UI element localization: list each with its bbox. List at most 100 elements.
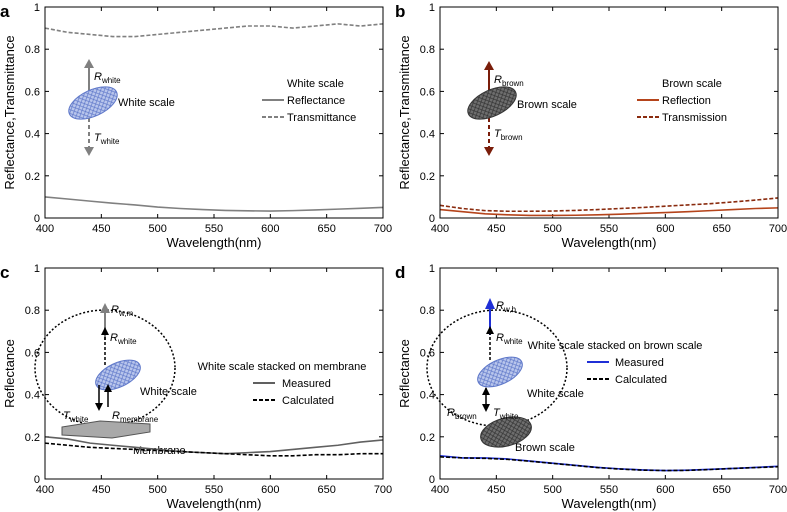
y-tick-label: 0	[429, 213, 435, 225]
legend-title: White scale	[287, 78, 344, 90]
legend-label: Measured	[615, 357, 664, 369]
annotation: Rmembrane	[112, 410, 159, 424]
illustration-c: Rw,m Rwhite White scale Twhite Rmembrane…	[34, 303, 197, 457]
annotation: Rwhite	[496, 332, 523, 346]
x-tick-label: 450	[92, 484, 110, 496]
plot-frame	[44, 267, 384, 480]
annotation: Twhite	[63, 410, 89, 424]
panel-label: d	[395, 263, 405, 282]
annotation: White scale	[118, 97, 175, 109]
x-tick-label: 550	[205, 484, 223, 496]
y-tick-label: 0.2	[420, 171, 435, 183]
annotation: Rbrown	[494, 74, 524, 88]
series-line	[44, 196, 384, 212]
series-line	[439, 197, 779, 213]
x-tick-label: 400	[431, 484, 449, 496]
x-tick-label: 550	[205, 223, 223, 235]
plot-frame	[439, 267, 779, 480]
x-axis-label: Wavelength(nm)	[167, 235, 262, 250]
series-line	[439, 207, 779, 217]
y-tick-label: 0.4	[420, 129, 435, 141]
annotation: Rwhite	[110, 332, 137, 346]
x-tick-label: 600	[261, 223, 279, 235]
x-tick-label: 500	[543, 484, 561, 496]
y-tick-label: 1	[34, 263, 40, 275]
x-tick-label: 500	[543, 223, 561, 235]
x-tick-label: 500	[148, 484, 166, 496]
series-line	[439, 456, 779, 472]
y-axis-label: Reflectance	[2, 339, 17, 408]
x-axis-label: Wavelength(nm)	[167, 496, 262, 511]
x-tick-label: 600	[261, 484, 279, 496]
x-tick-label: 400	[431, 223, 449, 235]
x-tick-label: 600	[656, 484, 674, 496]
x-tick-label: 700	[769, 484, 787, 496]
illustration-a: Rwhite Twhite White scale	[68, 59, 175, 156]
legend-label: Measured	[282, 378, 331, 390]
series-line	[44, 436, 384, 455]
x-tick-label: 700	[769, 223, 787, 235]
y-tick-label: 0.8	[420, 305, 435, 317]
y-tick-label: 0.6	[25, 347, 40, 359]
y-tick-label: 0.8	[420, 44, 435, 56]
annotation: Tbrown	[494, 128, 523, 142]
panel-label: b	[395, 2, 405, 21]
y-tick-label: 0.6	[420, 86, 435, 98]
y-tick-label: 0	[429, 474, 435, 486]
panel: c 0 0.2 0.4 0.6 0.8 1 400 450 500 550 600 650 700 Wave…	[0, 263, 392, 511]
x-tick-label: 700	[374, 484, 392, 496]
y-tick-label: 0.4	[25, 390, 40, 402]
x-tick-label: 400	[36, 223, 54, 235]
legend-label: Reflectance	[287, 95, 345, 107]
annotation: Rbrown	[447, 407, 477, 421]
x-tick-label: 650	[317, 223, 335, 235]
plot-frame	[439, 6, 779, 219]
panel: d 0 0.2 0.4 0.6 0.8 1 400 450 500 550 600 650 700 Wave…	[395, 263, 787, 511]
annotation: Rwhite	[94, 71, 121, 85]
annotation: White scale	[527, 388, 584, 400]
y-tick-label: 0	[34, 474, 40, 486]
x-axis-label: Wavelength(nm)	[562, 496, 657, 511]
x-tick-label: 500	[148, 223, 166, 235]
series-line	[44, 23, 384, 38]
y-tick-label: 0.4	[25, 129, 40, 141]
y-axis-label: Reflectance,Transmittance	[2, 35, 17, 189]
panel-label: a	[0, 2, 10, 21]
illustration-b: Rbrown Tbrown Brown scale	[467, 61, 577, 156]
legend-title: White scale stacked on membrane	[198, 361, 367, 373]
annotation: Brown scale	[515, 442, 575, 454]
y-tick-label: 0.6	[25, 86, 40, 98]
x-tick-label: 450	[487, 484, 505, 496]
annotation: Twhite	[94, 132, 120, 146]
y-tick-label: 1	[429, 263, 435, 275]
legend-label: Calculated	[282, 395, 334, 407]
x-tick-label: 400	[36, 484, 54, 496]
y-axis-label: Reflectance	[397, 339, 412, 408]
legend-label: Transmission	[662, 112, 727, 124]
legend-label: Calculated	[615, 374, 667, 386]
x-tick-label: 550	[600, 484, 618, 496]
annotation: Brown scale	[517, 99, 577, 111]
y-tick-label: 0.8	[25, 305, 40, 317]
y-tick-label: 0.2	[420, 432, 435, 444]
panel: a 0 0.2 0.4 0.6 0.8 1 400 450 500 550 600 650 700 Wave…	[0, 2, 392, 250]
y-tick-label: 0.4	[420, 390, 435, 402]
x-axis-label: Wavelength(nm)	[562, 235, 657, 250]
y-tick-label: 0.8	[25, 44, 40, 56]
annotation: Rw,m	[111, 304, 134, 318]
annotation: Rw,b	[496, 300, 517, 314]
panel: b 0 0.2 0.4 0.6 0.8 1 400 450 500 550 600 650 700 Wave…	[395, 2, 787, 250]
annotation: White scale	[140, 386, 197, 398]
illustration-d: Rw,b Rwhite White scale Rbrown Twhite Br…	[426, 298, 584, 454]
plot-frame	[44, 6, 384, 219]
x-tick-label: 450	[487, 223, 505, 235]
panel-label: c	[0, 263, 9, 282]
y-tick-label: 1	[429, 2, 435, 14]
series-line	[44, 442, 383, 457]
x-tick-label: 550	[600, 223, 618, 235]
legend-label: Transmittance	[287, 112, 356, 124]
y-tick-label: 0	[34, 213, 40, 225]
x-tick-label: 650	[317, 484, 335, 496]
